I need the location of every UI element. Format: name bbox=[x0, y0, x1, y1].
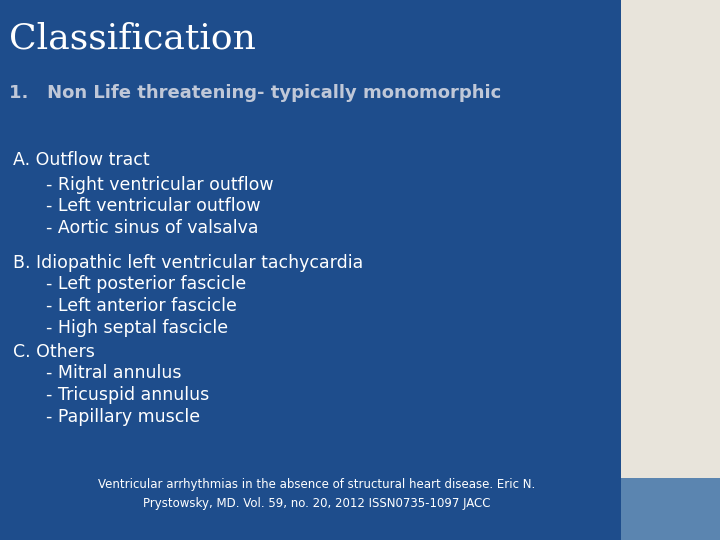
Text: C. Others: C. Others bbox=[13, 343, 95, 361]
Text: - Right ventricular outflow: - Right ventricular outflow bbox=[13, 176, 274, 193]
Text: - Left posterior fascicle: - Left posterior fascicle bbox=[13, 275, 246, 293]
Text: Ventricular arrhythmias in the absence of structural heart disease. Eric N.: Ventricular arrhythmias in the absence o… bbox=[98, 478, 536, 491]
Bar bbox=[621, 478, 720, 540]
Text: Prystowsky, MD. Vol. 59, no. 20, 2012 ISSN0735-1097 JACC: Prystowsky, MD. Vol. 59, no. 20, 2012 IS… bbox=[143, 497, 490, 510]
Text: - Tricuspid annulus: - Tricuspid annulus bbox=[13, 386, 210, 404]
Text: 1.   Non Life threatening- typically monomorphic: 1. Non Life threatening- typically monom… bbox=[9, 84, 501, 102]
Text: - Mitral annulus: - Mitral annulus bbox=[13, 364, 181, 382]
Text: - Left anterior fascicle: - Left anterior fascicle bbox=[13, 297, 237, 315]
Text: A. Outflow tract: A. Outflow tract bbox=[13, 151, 150, 169]
Text: - Left ventricular outflow: - Left ventricular outflow bbox=[13, 197, 261, 215]
Text: - High septal fascicle: - High septal fascicle bbox=[13, 319, 228, 336]
Text: Classification: Classification bbox=[9, 22, 256, 56]
Text: - Aortic sinus of valsalva: - Aortic sinus of valsalva bbox=[13, 219, 258, 237]
Text: - Papillary muscle: - Papillary muscle bbox=[13, 408, 200, 426]
Bar bbox=[621, 0, 720, 478]
Text: B. Idiopathic left ventricular tachycardia: B. Idiopathic left ventricular tachycard… bbox=[13, 254, 363, 272]
